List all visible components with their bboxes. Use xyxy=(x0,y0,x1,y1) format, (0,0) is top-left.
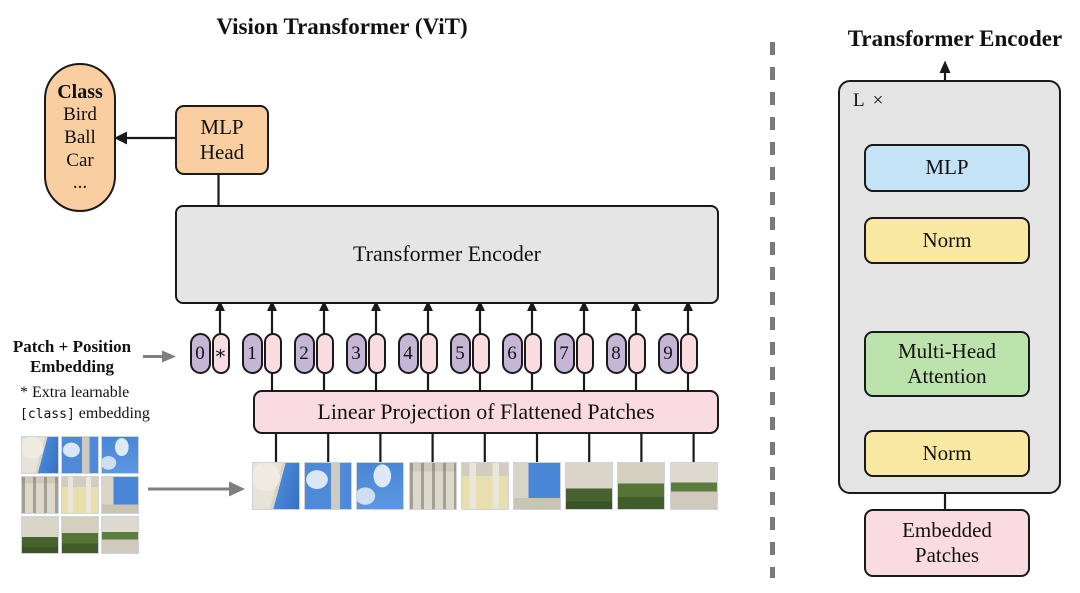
image-patch-tower-and-sky xyxy=(513,462,561,510)
mlp-head-line: Head xyxy=(199,140,245,164)
transformer-encoder-box: Transformer Encoder xyxy=(175,205,719,304)
linear-projection-label: Linear Projection of Flattened Patches xyxy=(317,398,655,424)
token-pair-8: 8 xyxy=(605,333,646,374)
grid-patch-building-and-trees xyxy=(61,516,99,554)
source-image-patch-grid xyxy=(21,436,139,554)
image-patch-building-and-trees xyxy=(617,462,666,510)
position-embedding-token: 0 xyxy=(189,333,211,374)
footnote-line2: [class] embedding xyxy=(20,404,150,422)
patch-embedding-token xyxy=(263,333,282,374)
position-embedding-token: 8 xyxy=(605,333,627,374)
class-item: Car xyxy=(66,149,94,171)
patch-embedding-token xyxy=(315,333,334,374)
norm-block-lower: Norm xyxy=(864,430,1030,477)
grid-patch-white-facade xyxy=(21,476,59,514)
transformer-encoder-label: Transformer Encoder xyxy=(353,241,541,267)
grid-patch-blue-sky-clouds xyxy=(101,436,139,474)
patch-embedding-token xyxy=(419,333,438,374)
class-heading: Class xyxy=(57,80,103,103)
grid-patch-courtyard-and-bushes xyxy=(101,516,139,554)
image-patch-yellow-facade-towers xyxy=(460,462,509,510)
grid-patch-sky-and-tower xyxy=(61,436,99,474)
class-arrowhead xyxy=(114,131,127,145)
class-item: Ball xyxy=(64,126,96,148)
class-item: ... xyxy=(72,172,88,194)
class-item: Bird xyxy=(63,103,97,125)
patch-embedding-token xyxy=(367,333,386,374)
multi-head-attention-block: Multi-Head Attention xyxy=(864,331,1030,397)
class-token-footnote: * Extra learnable [class] embedding xyxy=(20,383,190,425)
token-pair-0: 0 ∗ xyxy=(189,333,230,374)
position-embedding-token: 6 xyxy=(501,333,523,374)
token-pair-4: 4 xyxy=(397,333,438,374)
patch-position-embedding-label: Patch + Position Embedding xyxy=(12,337,132,377)
grid-patch-dome-and-sky xyxy=(21,436,59,474)
position-embedding-token: 2 xyxy=(293,333,315,374)
class-embedding-token: ∗ xyxy=(211,333,230,374)
position-embedding-token: 5 xyxy=(449,333,471,374)
patch-embedding-token xyxy=(575,333,594,374)
token-pair-7: 7 xyxy=(553,333,594,374)
patch-embedding-token xyxy=(523,333,542,374)
patch-embedding-token xyxy=(471,333,490,374)
transformer-encoder-title: Transformer Encoder xyxy=(847,26,1063,51)
image-patch-blue-sky-clouds xyxy=(356,462,405,510)
image-patch-courtyard-and-bushes xyxy=(669,462,718,510)
embedded-patches-box: Embedded Patches xyxy=(864,509,1030,577)
position-embedding-token: 1 xyxy=(241,333,263,374)
token-pair-3: 3 xyxy=(345,333,386,374)
image-patch-dome-and-sky xyxy=(252,462,300,510)
mlp-block: MLP xyxy=(864,144,1030,192)
linear-projection-box: Linear Projection of Flattened Patches xyxy=(253,390,719,434)
mlp-head-box: MLP Head xyxy=(175,105,269,175)
left-arrowheads xyxy=(114,131,693,311)
class-output-pill: Class Bird Ball Car ... xyxy=(44,63,116,212)
norm-block-upper: Norm xyxy=(864,217,1030,264)
position-embedding-token: 3 xyxy=(345,333,367,374)
image-patch-building-and-hedge xyxy=(565,462,614,510)
class-code-token: [class] xyxy=(20,406,75,422)
gray-arrows xyxy=(143,350,245,497)
grid-patch-building-and-hedge xyxy=(21,516,59,554)
patch-embedding-token xyxy=(679,333,698,374)
position-embedding-token: 9 xyxy=(657,333,679,374)
token-pair-2: 2 xyxy=(293,333,334,374)
layer-repeat-label: L × xyxy=(853,90,886,111)
token-pair-6: 6 xyxy=(501,333,542,374)
image-patch-sky-and-tower xyxy=(304,462,353,510)
position-embedding-token: 4 xyxy=(397,333,419,374)
footnote-line1: * Extra learnable xyxy=(20,384,130,401)
panel-divider-dashed-line xyxy=(770,42,775,578)
vit-title: Vision Transformer (ViT) xyxy=(216,14,468,39)
position-embedding-token: 7 xyxy=(553,333,575,374)
token-pair-9: 9 xyxy=(657,333,698,374)
token-pair-1: 1 xyxy=(241,333,282,374)
image-patch-white-facade xyxy=(408,462,457,510)
patch-embedding-token xyxy=(627,333,646,374)
mlp-head-line: MLP xyxy=(200,114,244,139)
grid-patch-tower-and-sky xyxy=(101,476,139,514)
grid-patch-yellow-facade-towers xyxy=(61,476,99,514)
token-pair-5: 5 xyxy=(449,333,490,374)
